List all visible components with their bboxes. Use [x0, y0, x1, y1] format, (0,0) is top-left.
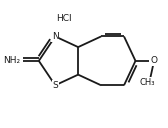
Text: N: N — [52, 32, 59, 41]
Text: O: O — [150, 56, 157, 65]
Text: S: S — [52, 81, 58, 90]
Text: HCl: HCl — [56, 14, 72, 23]
Text: CH₃: CH₃ — [139, 78, 155, 87]
Text: NH₂: NH₂ — [3, 56, 20, 65]
